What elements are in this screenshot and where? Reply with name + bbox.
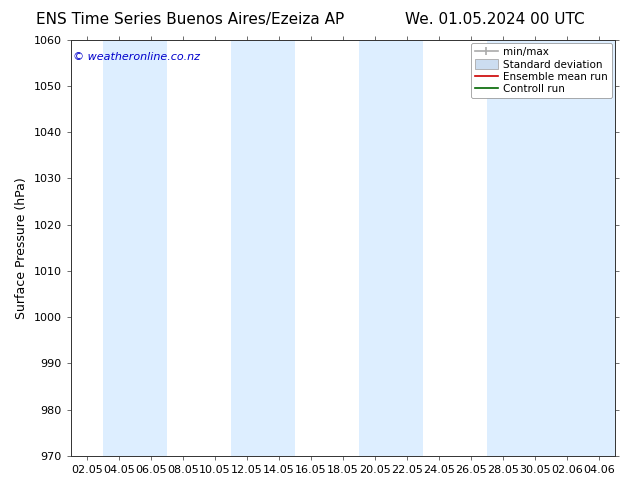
Text: ENS Time Series Buenos Aires/Ezeiza AP: ENS Time Series Buenos Aires/Ezeiza AP [36,12,344,27]
Text: We. 01.05.2024 00 UTC: We. 01.05.2024 00 UTC [404,12,585,27]
Bar [551,40,615,456]
Bar [487,40,551,456]
Bar [103,40,167,456]
Text: © weatheronline.co.nz: © weatheronline.co.nz [74,52,200,62]
Y-axis label: Surface Pressure (hPa): Surface Pressure (hPa) [15,177,28,318]
Bar [231,40,295,456]
Legend: min/max, Standard deviation, Ensemble mean run, Controll run: min/max, Standard deviation, Ensemble me… [470,43,612,98]
Bar [359,40,423,456]
